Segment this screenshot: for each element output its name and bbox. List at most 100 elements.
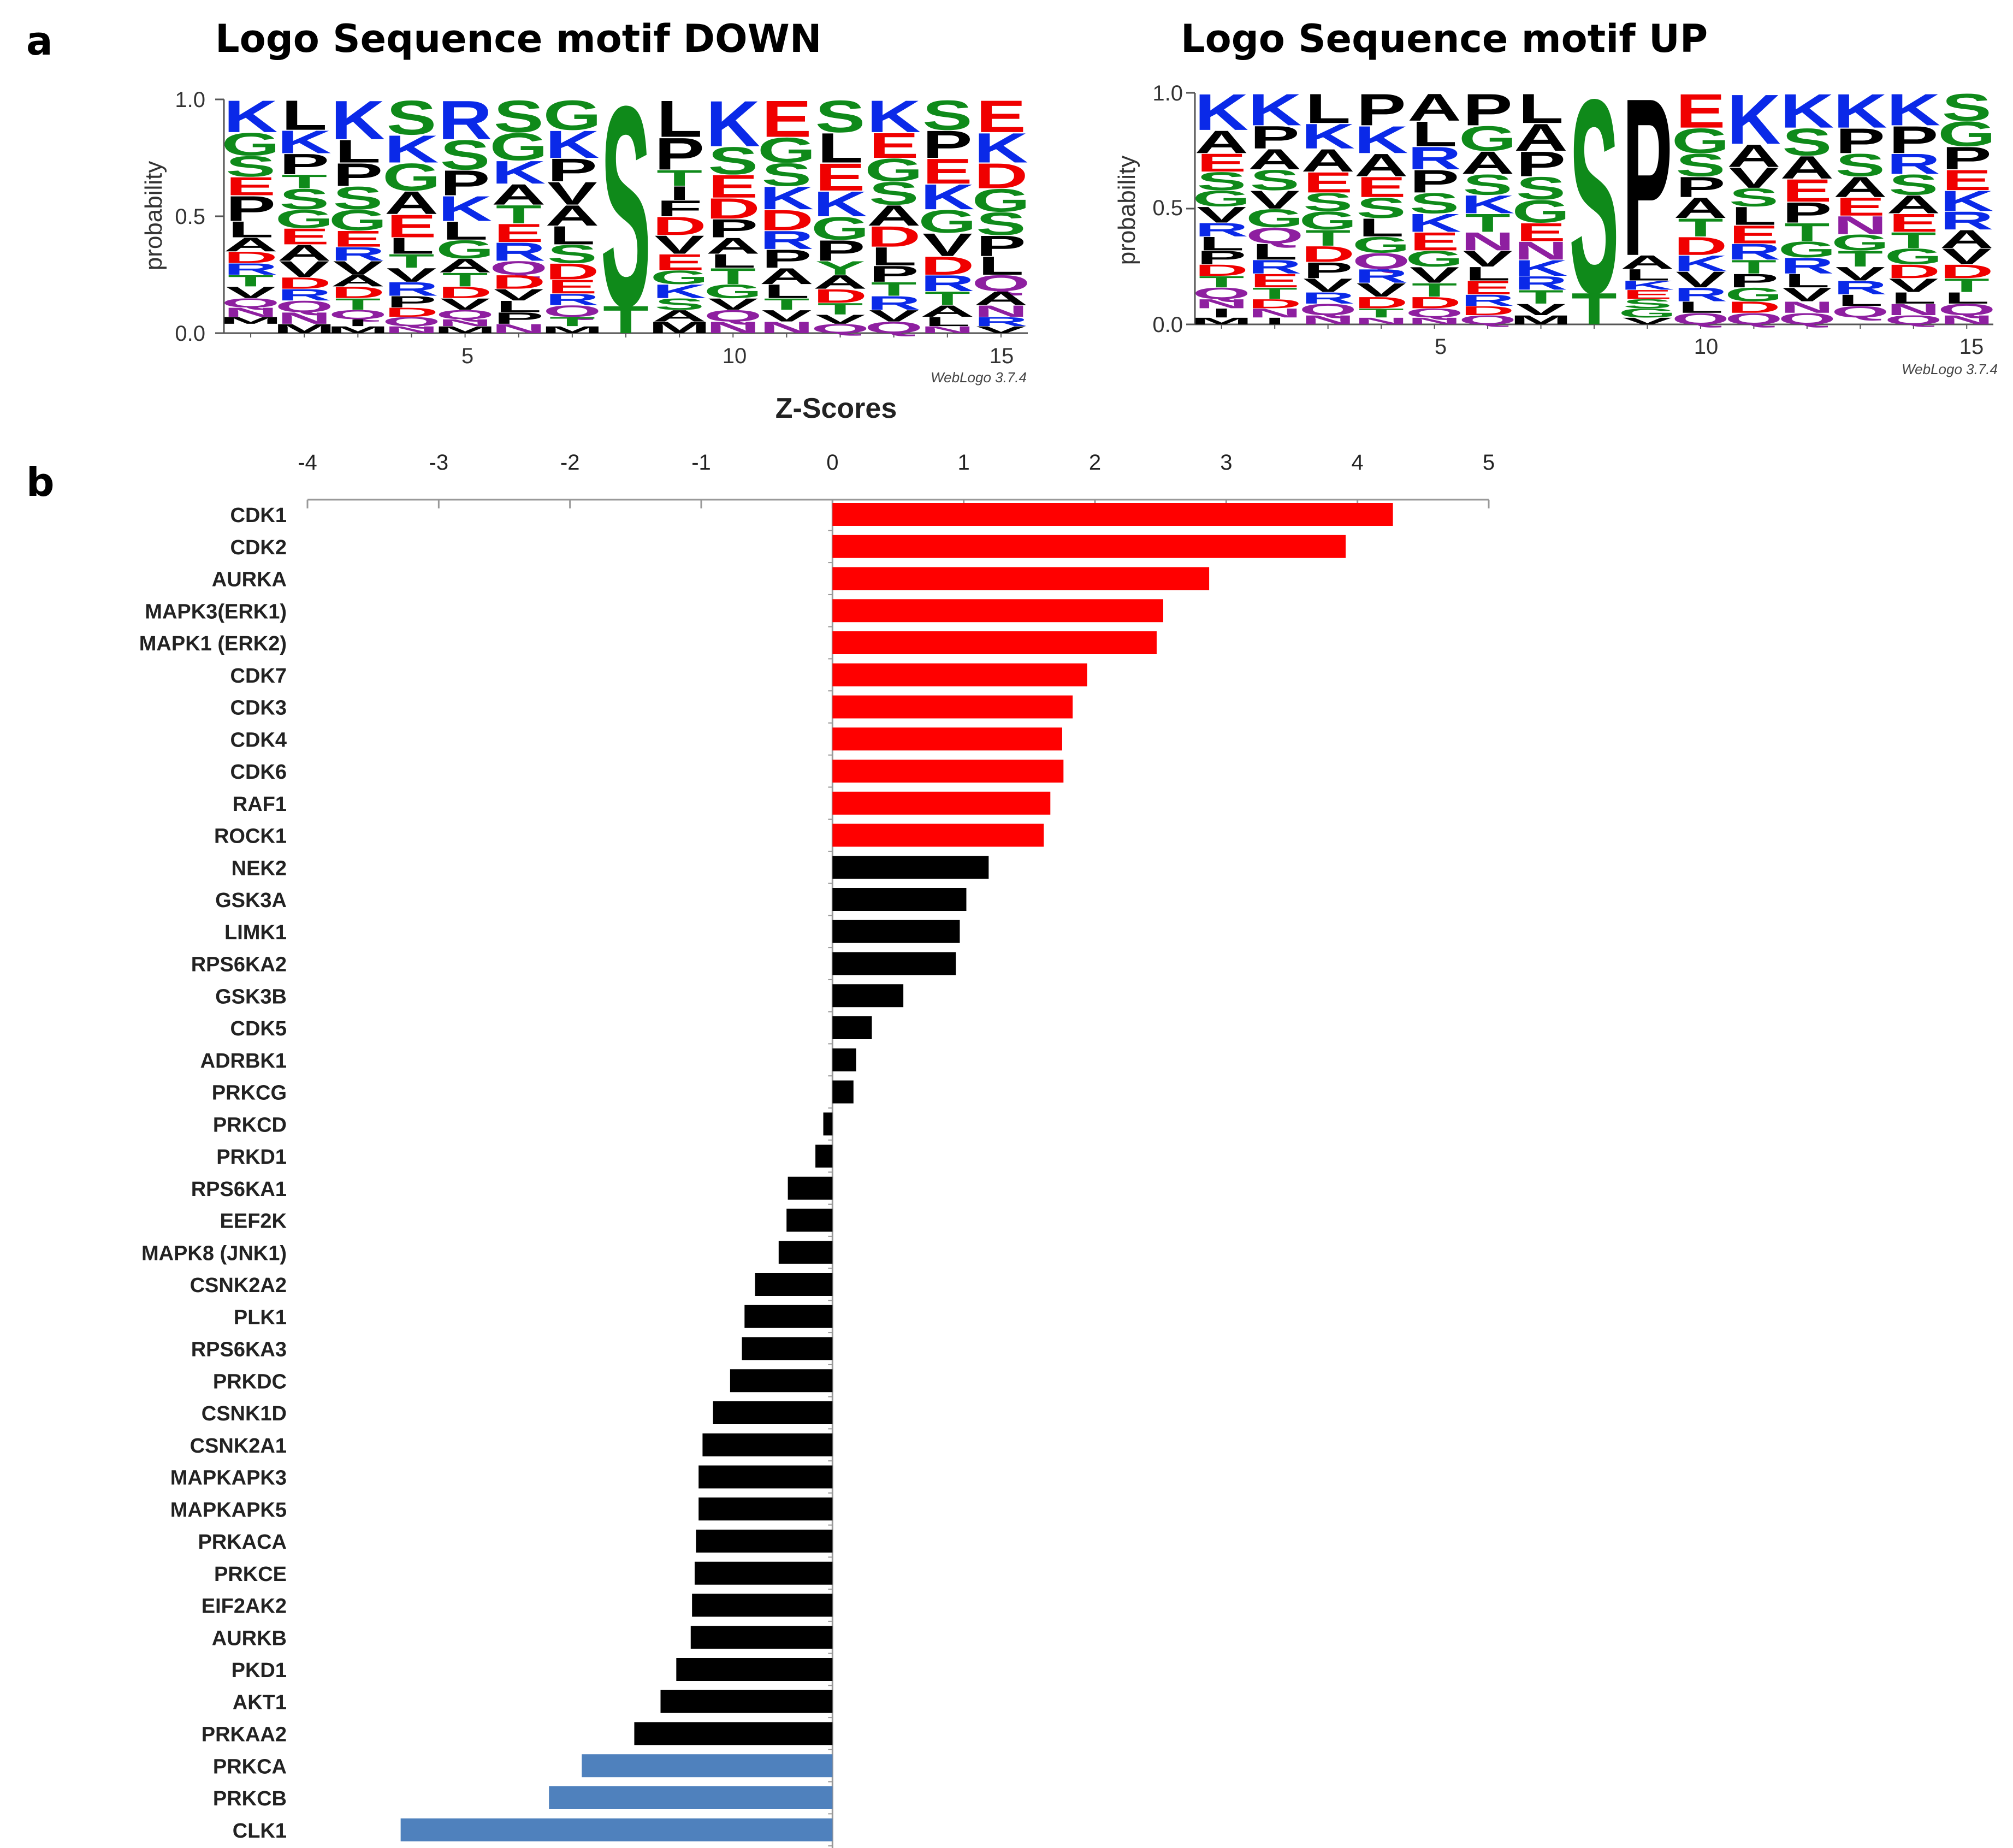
logo-up-residue: V xyxy=(1303,275,1353,296)
logo-down-residue: T xyxy=(281,171,327,193)
kinase-label: GSK3B xyxy=(215,985,287,1008)
kinase-label: CSNK2A1 xyxy=(190,1435,287,1458)
bar-prkcg xyxy=(832,1080,854,1104)
logo-down-residue: A xyxy=(277,240,331,266)
logo-up-ytick-1: 0.5 xyxy=(1152,196,1183,220)
logo-down-residue: D xyxy=(706,193,760,226)
kinase-label: MAPKAPK5 xyxy=(170,1498,287,1521)
logo-up-ylabel: probability xyxy=(1114,156,1140,265)
logo-down-residue: R xyxy=(384,279,439,300)
logo-down-residue: R xyxy=(492,237,546,266)
logo-down-residue: D xyxy=(760,204,814,237)
logo-down-residue: N xyxy=(438,317,492,328)
logo-down-residue: V xyxy=(226,283,276,301)
logo-down-residue: S xyxy=(279,183,329,216)
logo-down-residue: Q xyxy=(489,257,548,279)
logo-up-residue: K xyxy=(1194,84,1248,141)
kinase-label: CDK5 xyxy=(230,1017,287,1040)
logo-down-residue: R xyxy=(760,226,814,254)
logo-down-residue: N xyxy=(974,302,1028,320)
logo-down-residue: V xyxy=(440,295,490,313)
logo-down-residue: K xyxy=(867,91,921,142)
logo-up-residue: T xyxy=(1571,283,1617,334)
logo-down-residue: Q xyxy=(382,315,441,329)
logo-up-residue: L xyxy=(1199,233,1244,254)
logo-up-residue: K xyxy=(1620,278,1674,292)
logo-up-residue: D xyxy=(1940,261,1994,282)
logo-up-residue: N xyxy=(1301,313,1355,327)
logo-down-residue: G xyxy=(222,126,280,162)
bar-limk1 xyxy=(832,920,960,943)
logo-up-residue: T xyxy=(1252,285,1298,303)
logo-up-residue: G xyxy=(1938,114,1996,154)
logo-up-residue: S xyxy=(1463,168,1513,200)
logo-down-residue: R xyxy=(223,260,277,278)
bar-rock1 xyxy=(832,824,1044,847)
logo-down-residue: D xyxy=(545,259,599,285)
logo-down-residue: E xyxy=(976,91,1026,142)
logo-up-residue: E xyxy=(1623,287,1672,301)
logo-up-residue: A xyxy=(1887,190,1941,219)
kinase-label: RPS6KA3 xyxy=(191,1338,287,1361)
logo-down-residue: L xyxy=(496,298,542,316)
logo-up-residue: E xyxy=(1888,209,1938,238)
logo-down-residue: S xyxy=(976,206,1026,242)
kinase-label: PKD1 xyxy=(232,1659,287,1682)
logo-down-residue: V xyxy=(654,230,704,259)
bar-cdk3 xyxy=(832,695,1073,719)
logo-up-residue: V xyxy=(1250,186,1300,215)
logo-up-residue: V xyxy=(1836,263,1885,285)
logo-down-residue: K xyxy=(331,89,385,151)
logo-up-residue: S xyxy=(1197,167,1246,196)
kinase-label: RPS6KA1 xyxy=(191,1178,287,1201)
logo-down-residue: K xyxy=(277,124,331,160)
kinase-label: EEF2K xyxy=(220,1210,287,1233)
bar-nek2 xyxy=(832,856,989,879)
logo-down-residue: P xyxy=(869,261,919,287)
kinase-label: MAPKAPK3 xyxy=(170,1467,287,1490)
kinase-label: CLK1 xyxy=(233,1820,287,1843)
logo-up-residue: E xyxy=(1357,171,1406,203)
logo-up-residue: T xyxy=(1518,286,1564,307)
bar-prkcb xyxy=(549,1786,833,1809)
kinase-label: PRKCG xyxy=(212,1082,287,1105)
logo-down-residue: G xyxy=(543,92,601,139)
logo-up-residue: M xyxy=(1510,313,1572,327)
logo-up-residue: K xyxy=(1727,80,1781,159)
logo-up-residue: G xyxy=(1725,284,1783,305)
logo-down-residue: R xyxy=(331,243,385,265)
logo-down-residue: P xyxy=(279,148,329,181)
logo-up-residue: G xyxy=(1618,306,1676,320)
logo-up-credit: WebLogo 3.7.4 xyxy=(1902,361,1998,377)
bar-aurka xyxy=(832,567,1210,590)
logo-down-residue: M xyxy=(648,318,711,336)
logo-down-residue: I xyxy=(669,182,690,204)
bar-mapk8-jnk1 xyxy=(778,1241,833,1264)
logo-up-residue: G xyxy=(1406,246,1464,271)
logo-down-residue: E xyxy=(494,218,544,247)
logo-down-residue: D xyxy=(813,285,867,307)
logo-down-residue: E xyxy=(547,276,597,298)
logo-down-yticks: 0.0 0.5 1.0 xyxy=(175,88,205,346)
kinase-label: PRKCA xyxy=(213,1755,287,1778)
logo-up-residue: D xyxy=(1248,297,1302,311)
logo-down-residue: V xyxy=(279,257,329,282)
logo-up-residue: S xyxy=(1782,121,1832,164)
bar-cdk4 xyxy=(832,727,1062,751)
logo-down-residue: E xyxy=(762,90,812,148)
logo-down-residue: R xyxy=(920,270,974,296)
logo-up-residue: N xyxy=(1833,211,1887,240)
kinase-label: MAPK1 (ERK2) xyxy=(139,632,287,655)
logo-down-residue: L xyxy=(388,233,434,259)
logo-down-residue: P xyxy=(547,152,597,188)
logo-up-residue: D xyxy=(1727,298,1781,316)
logo-down-residue: M xyxy=(541,324,603,335)
bar-prkca xyxy=(582,1754,833,1778)
logo-up-residue: E xyxy=(1410,227,1459,256)
logo-down-residue: P xyxy=(226,189,276,229)
kinase-label: CDK7 xyxy=(230,665,287,688)
logo-up-residue: S xyxy=(1729,183,1779,212)
